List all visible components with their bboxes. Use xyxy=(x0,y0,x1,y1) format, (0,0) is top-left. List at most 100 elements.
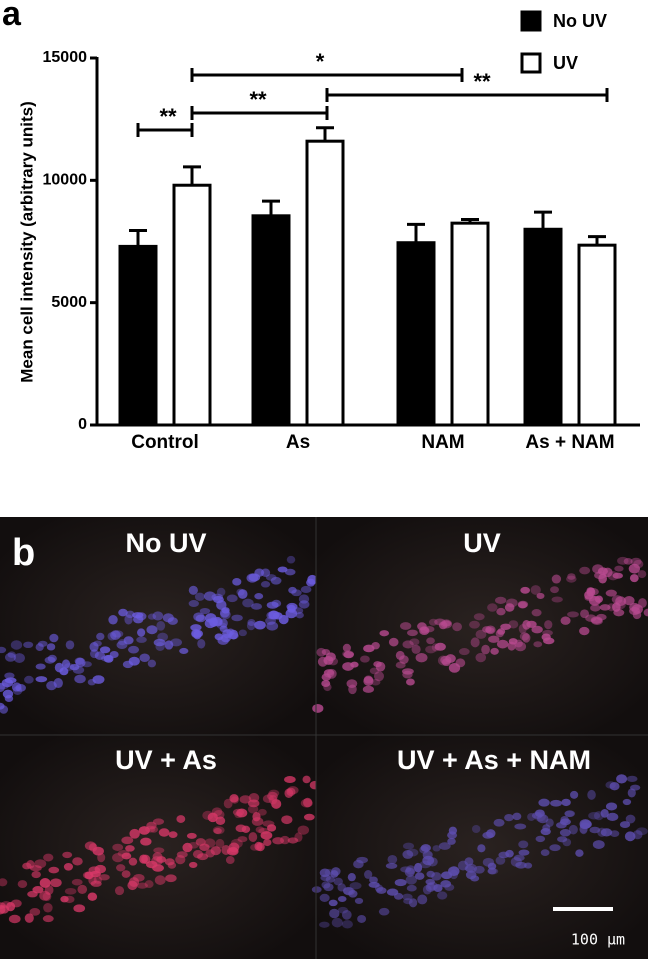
nucleus xyxy=(378,907,390,916)
legend-swatch xyxy=(520,52,542,74)
nucleus xyxy=(496,607,506,616)
nucleus xyxy=(508,638,518,645)
nucleus xyxy=(221,845,231,856)
nucleus xyxy=(205,613,217,623)
nucleus xyxy=(108,614,118,625)
nucleus xyxy=(207,812,218,823)
nucleus xyxy=(232,578,242,586)
nucleus xyxy=(129,828,140,839)
nucleus xyxy=(490,647,499,655)
nucleus xyxy=(13,653,25,663)
nucleus xyxy=(164,640,174,650)
nucleus xyxy=(121,836,134,845)
nucleus xyxy=(452,622,462,632)
nucleus xyxy=(117,850,130,857)
nucleus xyxy=(568,824,578,835)
nucleus xyxy=(538,798,550,807)
nucleus xyxy=(272,612,283,620)
nucleus xyxy=(17,880,28,888)
nucleus xyxy=(263,838,272,847)
nucleus xyxy=(419,860,432,869)
nucleus xyxy=(623,595,635,606)
nucleus xyxy=(605,589,617,597)
nucleus xyxy=(53,678,63,689)
nucleus xyxy=(540,849,550,857)
nucleus xyxy=(614,565,624,572)
nucleus xyxy=(400,622,412,630)
nucleus xyxy=(98,874,110,881)
y-tick-label: 5000 xyxy=(51,294,87,311)
nucleus xyxy=(193,630,202,640)
nucleus xyxy=(77,884,88,895)
nucleus xyxy=(612,602,621,612)
nucleus xyxy=(199,607,211,615)
nucleus xyxy=(323,655,334,665)
nucleus xyxy=(112,843,124,851)
nucleus xyxy=(414,862,423,873)
nucleus xyxy=(139,854,148,864)
nucleus xyxy=(44,656,56,664)
nucleus xyxy=(579,566,591,575)
nucleus xyxy=(256,842,265,852)
nucleus xyxy=(252,812,261,822)
nucleus xyxy=(629,602,640,612)
nucleus xyxy=(211,807,223,816)
nucleus xyxy=(156,620,166,631)
nucleus xyxy=(598,573,607,584)
nucleus xyxy=(140,837,152,846)
nucleus xyxy=(229,794,239,803)
nucleus xyxy=(422,884,432,895)
nucleus xyxy=(29,865,42,872)
nucleus xyxy=(477,844,486,853)
nucleus xyxy=(229,629,239,640)
nucleus xyxy=(186,832,197,839)
nucleus xyxy=(551,596,563,603)
nucleus xyxy=(114,886,125,896)
nucleus xyxy=(61,659,71,669)
nucleus xyxy=(194,592,205,601)
nucleus xyxy=(204,838,216,848)
nucleus xyxy=(219,608,230,618)
nucleus xyxy=(560,616,571,625)
nucleus xyxy=(153,847,165,854)
nucleus xyxy=(473,613,485,621)
nucleus xyxy=(22,862,32,870)
nucleus xyxy=(247,619,256,626)
nucleus xyxy=(587,789,596,800)
nucleus xyxy=(137,628,146,637)
image-label: UV + As + NAM xyxy=(397,745,591,775)
nucleus xyxy=(246,620,256,631)
nucleus xyxy=(504,813,514,822)
nucleus xyxy=(438,842,451,850)
nucleus xyxy=(401,893,413,901)
image-label: UV xyxy=(463,528,501,558)
nucleus xyxy=(64,895,75,904)
nucleus xyxy=(0,646,7,654)
nucleus xyxy=(609,830,620,837)
bar xyxy=(305,139,345,427)
nucleus xyxy=(567,611,579,618)
nucleus xyxy=(316,647,327,657)
nucleus xyxy=(585,614,597,622)
nucleus xyxy=(342,643,351,653)
bar xyxy=(523,227,563,427)
nucleus xyxy=(328,899,338,907)
nucleus xyxy=(190,624,202,632)
nucleus xyxy=(559,828,571,837)
nucleus xyxy=(116,640,128,649)
nucleus xyxy=(449,869,459,880)
nucleus xyxy=(241,825,251,833)
nucleus xyxy=(254,568,265,577)
nucleus xyxy=(321,679,331,688)
nucleus xyxy=(43,903,53,913)
nucleus xyxy=(605,781,616,789)
nucleus xyxy=(44,885,54,895)
nucleus xyxy=(152,611,164,621)
nucleus xyxy=(284,776,296,784)
nucleus xyxy=(7,651,16,658)
nucleus xyxy=(247,799,260,808)
nucleus xyxy=(329,908,340,919)
nucleus xyxy=(300,585,312,593)
bar xyxy=(577,243,617,427)
nucleus xyxy=(402,850,414,859)
